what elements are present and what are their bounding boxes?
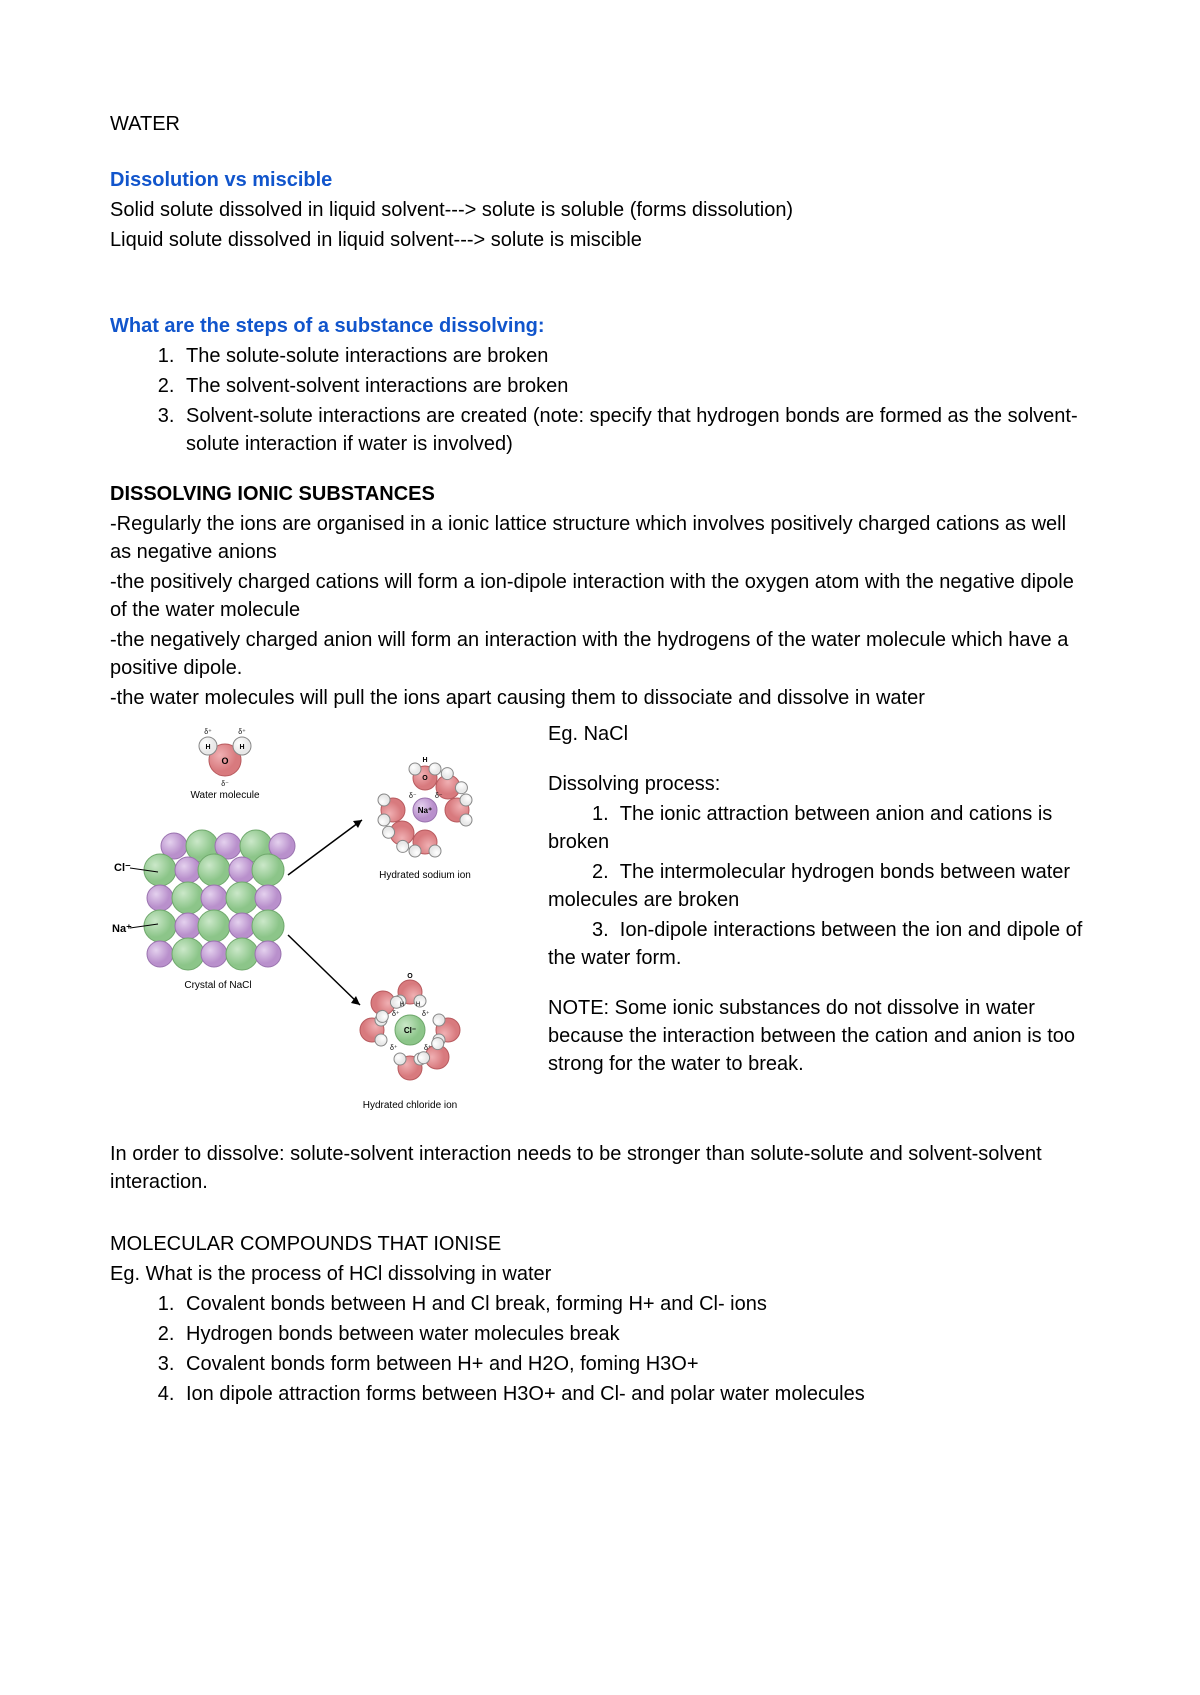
list-item: The solute-solute interactions are broke… [180,342,1090,370]
hydrated-chloride-icon: Cl⁻ δ⁺ δ⁺ δ⁺ δ⁺ O H H [360,973,460,1080]
body-text: NOTE: Some ionic substances do not disso… [548,994,1090,1078]
label-crystal: Crystal of NaCl [184,980,251,991]
body-text: Solid solute dissolved in liquid solvent… [110,196,1090,224]
label-cl: Cl⁻ [114,862,131,874]
page-title: WATER [110,110,1090,138]
svg-text:δ⁻: δ⁻ [409,793,417,800]
page: WATER Dissolution vs miscible Solid solu… [0,0,1200,1695]
label-water: Water molecule [190,790,260,801]
svg-text:O: O [422,775,428,782]
crystal-icon [144,830,295,970]
svg-text:δ⁺: δ⁺ [204,729,212,736]
hydrated-sodium-icon: Na⁺ δ⁻ δ⁻ H O [378,757,472,857]
label-na: Na⁺ [112,923,132,935]
body-text: Dissolving process: [548,770,1090,798]
right-column: Eg. NaCl Dissolving process: 1. The ioni… [548,720,1090,1140]
steps-list: The solute-solute interactions are broke… [110,342,1090,458]
svg-text:δ⁺: δ⁺ [392,1011,400,1018]
list-item: Covalent bonds form between H+ and H2O, … [180,1350,1090,1378]
heading-steps: What are the steps of a substance dissol… [110,312,1090,340]
svg-text:H: H [422,757,427,764]
svg-text:O: O [221,756,228,766]
label-chloride: Hydrated chloride ion [363,1100,458,1111]
svg-text:δ⁺: δ⁺ [424,1045,432,1052]
list-item: Hydrogen bonds between water molecules b… [180,1320,1090,1348]
list-item: The solvent-solvent interactions are bro… [180,372,1090,400]
body-text: Eg. NaCl [548,720,1090,748]
svg-text:δ⁺: δ⁺ [390,1045,398,1052]
list-item: Covalent bonds between H and Cl break, f… [180,1290,1090,1318]
svg-text:H: H [400,1002,404,1008]
label-sodium: Hydrated sodium ion [379,870,471,881]
list-item: 1. The ionic attraction between anion an… [548,800,1090,856]
svg-text:δ⁻: δ⁻ [221,781,229,788]
water-molecule-icon: O H H δ⁺ δ⁺ δ⁻ [199,729,251,788]
list-item: 2. The intermolecular hydrogen bonds bet… [548,858,1090,914]
heading-molecular: MOLECULAR COMPOUNDS THAT IONISE [110,1230,1090,1258]
svg-text:δ⁺: δ⁺ [238,729,246,736]
svg-text:Cl⁻: Cl⁻ [404,1026,416,1035]
list-item: Ion dipole attraction forms between H3O+… [180,1380,1090,1408]
svg-text:Na⁺: Na⁺ [418,806,432,815]
body-text: -the positively charged cations will for… [110,568,1090,624]
svg-text:O: O [407,973,413,980]
body-text: In order to dissolve: solute-solvent int… [110,1140,1090,1196]
body-text: Eg. What is the process of HCl dissolvin… [110,1260,1090,1288]
body-text: -Regularly the ions are organised in a i… [110,510,1090,566]
svg-text:H: H [205,744,210,751]
list-item: 3. Ion-dipole interactions between the i… [548,916,1090,972]
steps-list: Covalent bonds between H and Cl break, f… [110,1290,1090,1408]
heading-ionic: DISSOLVING IONIC SUBSTANCES [110,480,1090,508]
dissolving-diagram: O H H δ⁺ δ⁺ δ⁻ Water molecule Crystal of… [110,720,530,1140]
body-text: -the water molecules will pull the ions … [110,684,1090,712]
svg-text:δ⁻: δ⁻ [435,793,443,800]
svg-text:δ⁺: δ⁺ [422,1011,430,1018]
list-item: Solvent-solute interactions are created … [180,402,1090,458]
body-text: -the negatively charged anion will form … [110,626,1090,682]
body-text: Liquid solute dissolved in liquid solven… [110,226,1090,254]
svg-text:H: H [239,744,244,751]
svg-text:H: H [416,1002,420,1008]
heading-dissolution: Dissolution vs miscible [110,166,1090,194]
